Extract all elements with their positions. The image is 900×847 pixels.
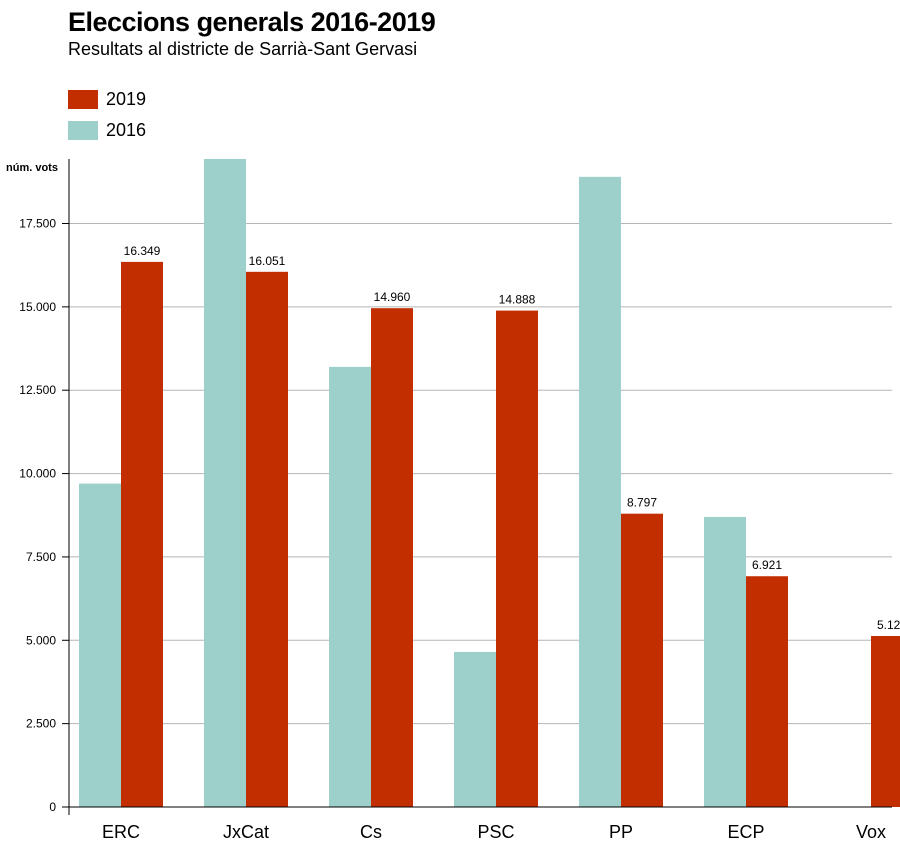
bar-2016-ecp	[704, 516, 746, 807]
x-tick-label-jxcat: JxCat	[223, 822, 269, 842]
y-tick-label: 2.500	[26, 717, 56, 731]
y-tick-label: 17.500	[19, 217, 56, 231]
x-tick-label-ecp: ECP	[727, 822, 764, 842]
y-tick-label: 5.000	[26, 633, 56, 647]
data-label-2019-ecp: 6.921	[752, 558, 782, 572]
y-tick-label: 0	[49, 800, 56, 814]
bar-2019-pp	[621, 513, 663, 807]
bar-2016-jxcat	[204, 159, 246, 807]
bar-2016-psc	[454, 651, 496, 807]
data-label-2019-psc: 14.888	[499, 293, 536, 307]
data-label-2019-jxcat: 16.051	[249, 254, 286, 268]
bar-2019-vox	[871, 636, 900, 807]
bar-2019-psc	[496, 310, 538, 807]
bar-2019-cs	[371, 308, 413, 807]
bar-2016-cs	[329, 366, 371, 807]
x-tick-label-vox: Vox	[856, 822, 886, 842]
data-label-2019-erc: 16.349	[124, 244, 161, 258]
bar-2019-jxcat	[246, 271, 288, 807]
data-label-2019-pp: 8.797	[627, 496, 657, 510]
y-tick-label: 12.500	[19, 383, 56, 397]
x-tick-label-erc: ERC	[102, 822, 140, 842]
y-tick-label: 10.000	[19, 467, 56, 481]
x-tick-label-cs: Cs	[360, 822, 382, 842]
legend-swatch-2019	[68, 89, 98, 109]
y-tick-label: 7.500	[26, 550, 56, 564]
bar-2016-pp	[579, 176, 621, 807]
legend-label-2016: 2016	[106, 119, 147, 140]
x-tick-label-psc: PSC	[477, 822, 514, 842]
data-label-2019-cs: 14.960	[374, 290, 411, 304]
legend-item-2019: 2019	[68, 89, 146, 109]
x-tick-label-pp: PP	[609, 822, 633, 842]
bar-2019-ecp	[746, 576, 788, 807]
legend-swatch-2016	[68, 120, 98, 140]
chart-subtitle: Resultats al districte de Sarrià-Sant Ge…	[68, 39, 418, 59]
chart-title: Eleccions generals 2016-2019	[68, 7, 436, 37]
bar-2019-erc	[121, 261, 163, 807]
y-axis-label: núm. vots	[6, 162, 58, 174]
bar-2016-erc	[79, 483, 121, 807]
data-label-2019-vox: 5.128	[877, 618, 900, 632]
y-tick-label: 15.000	[19, 300, 56, 314]
legend-item-2016: 2016	[68, 120, 146, 140]
legend-label-2019: 2019	[106, 88, 147, 109]
